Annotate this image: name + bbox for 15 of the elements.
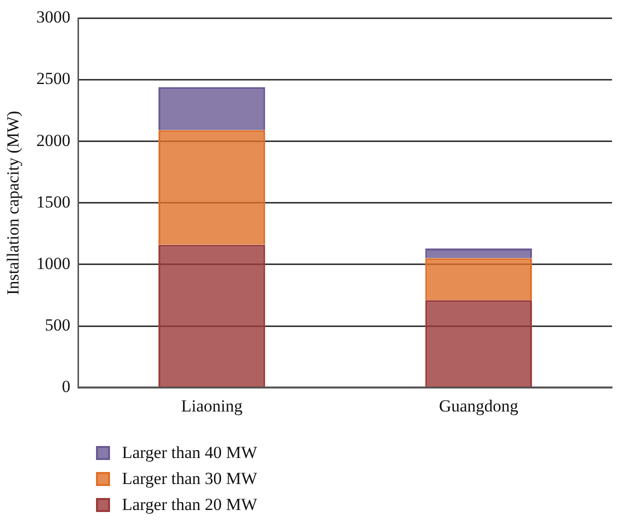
y-axis-title: Installation capacity (MW)	[4, 110, 23, 295]
legend-label: Larger than 40 MW	[122, 443, 258, 463]
y-tick-label: 1000	[36, 254, 70, 273]
y-tick-label: 2000	[36, 130, 70, 150]
bar	[158, 87, 266, 130]
x-tick-label: Guangdong	[438, 396, 519, 416]
y-tick-label: 500	[44, 316, 70, 334]
bar	[425, 248, 532, 258]
legend-label: Larger than 20 MW	[122, 495, 258, 515]
x-tick-label: Liaoning	[181, 396, 243, 416]
legend-label: Larger than 30 MW	[122, 469, 258, 489]
y-tick-label: 0	[62, 377, 70, 396]
y-tick-label: 2500	[36, 69, 70, 88]
y-tick-label: 1500	[36, 192, 70, 212]
y-tick-label: 3000	[36, 8, 70, 27]
